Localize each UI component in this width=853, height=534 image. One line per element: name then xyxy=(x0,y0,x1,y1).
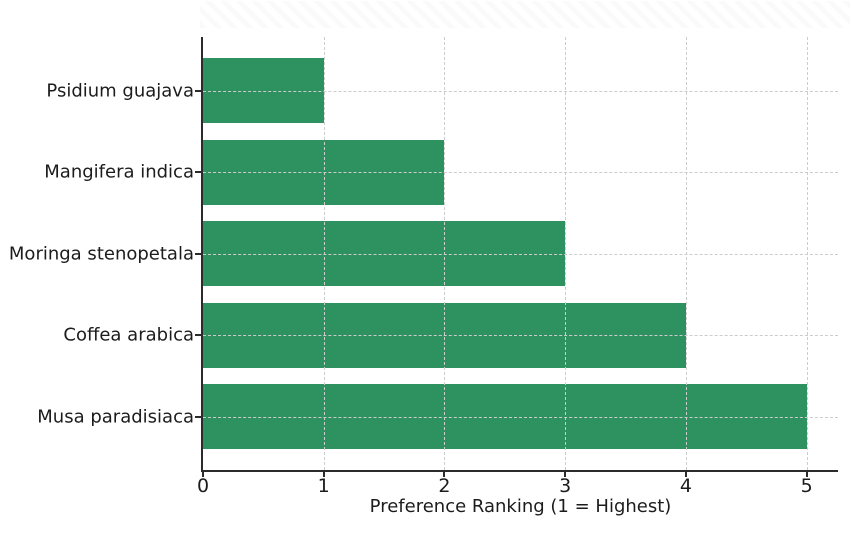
y-tick-label: Mangifera indica xyxy=(44,161,194,183)
y-tick-mark xyxy=(195,89,201,92)
x-tick-label: 5 xyxy=(800,475,813,497)
y-tick-label: Musa paradisiaca xyxy=(37,406,194,427)
x-tick-label: 4 xyxy=(679,475,692,497)
x-tick-label: 2 xyxy=(438,475,451,497)
x-tick-mark xyxy=(684,470,687,477)
y-tick-mark xyxy=(195,171,201,173)
x-tick-label: 1 xyxy=(317,475,330,497)
y-gridline xyxy=(203,416,838,418)
clipped-ghost-text xyxy=(200,1,850,28)
x-tick-label: 0 xyxy=(196,475,210,497)
y-gridline xyxy=(203,335,838,336)
x-tick-mark xyxy=(202,470,204,477)
y-gridline xyxy=(203,172,838,173)
x-tick-mark xyxy=(564,470,567,477)
y-tick-label: Psidium guajava xyxy=(46,80,194,101)
y-gridline xyxy=(203,90,838,92)
y-tick-mark xyxy=(195,252,201,255)
y-tick-label: Coffea arabica xyxy=(63,324,194,346)
x-axis-title: Preference Ranking (1 = Highest) xyxy=(369,496,672,517)
y-tick-mark xyxy=(195,334,201,336)
x-tick-label: 3 xyxy=(559,475,572,497)
y-gridline xyxy=(203,253,838,255)
y-tick-label: Moringa stenopetala xyxy=(8,243,194,264)
x-tick-mark xyxy=(805,470,808,477)
x-tick-mark xyxy=(322,470,325,477)
x-tick-mark xyxy=(443,470,446,477)
plot-area xyxy=(201,37,838,472)
y-tick-mark xyxy=(195,415,201,418)
